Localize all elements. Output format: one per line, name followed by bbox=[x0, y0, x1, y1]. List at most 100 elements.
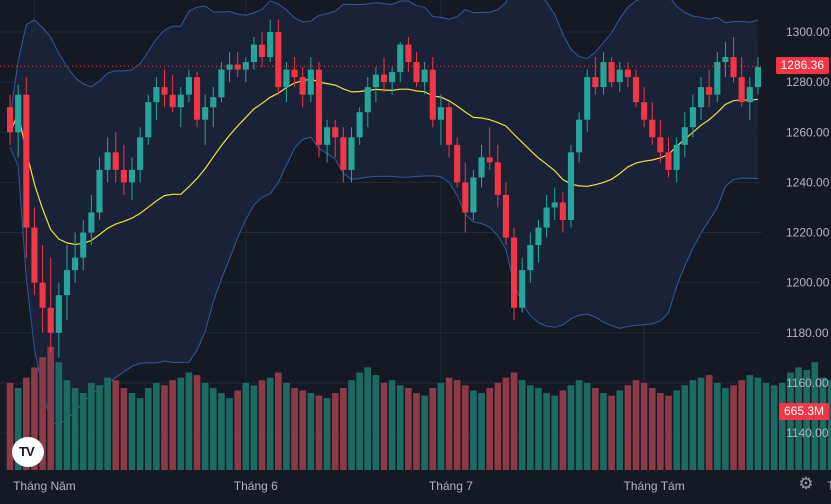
candle-body bbox=[332, 127, 339, 138]
volume-bar bbox=[510, 372, 518, 470]
volume-bar bbox=[161, 385, 168, 470]
candle-body bbox=[445, 107, 453, 145]
volume-bar bbox=[746, 375, 754, 470]
candle-body bbox=[39, 282, 46, 308]
price-tick-label: 1280.00 bbox=[786, 75, 830, 89]
volume-bar bbox=[657, 393, 664, 470]
volume-bar bbox=[340, 387, 347, 470]
volume-bar bbox=[608, 395, 615, 470]
candle-body bbox=[242, 62, 249, 70]
candle-body bbox=[128, 169, 136, 183]
volume-bar bbox=[697, 377, 705, 470]
price-tick-label: 1200.00 bbox=[786, 276, 830, 290]
volume-bar bbox=[583, 382, 591, 470]
volume-bar bbox=[291, 387, 298, 470]
candle-body bbox=[259, 44, 266, 58]
volume-bar bbox=[681, 385, 689, 470]
candle-body bbox=[494, 162, 501, 195]
volume-bar bbox=[453, 380, 461, 470]
volume-bar bbox=[738, 380, 745, 470]
volume-bar bbox=[437, 382, 445, 470]
candle-body bbox=[681, 127, 688, 145]
volume-bar bbox=[226, 398, 233, 470]
candle-body bbox=[665, 152, 672, 170]
price-tick-label: 1160.00 bbox=[786, 376, 829, 390]
volume-bar bbox=[478, 393, 485, 470]
volume-bar bbox=[55, 362, 63, 470]
volume-bar bbox=[356, 372, 363, 470]
volume-bar bbox=[624, 385, 632, 470]
volume-bar bbox=[104, 377, 111, 470]
volume-bar bbox=[461, 385, 469, 470]
candle-body bbox=[478, 157, 485, 178]
candle-body bbox=[486, 157, 493, 163]
volume-bar bbox=[258, 380, 266, 470]
settings-gear-icon[interactable]: ⚙ bbox=[798, 474, 814, 493]
volume-bar bbox=[128, 393, 136, 470]
volume-bar bbox=[47, 346, 55, 470]
candle-body bbox=[535, 227, 542, 246]
price-tick-label: 1180.00 bbox=[786, 326, 829, 340]
candle-body bbox=[63, 270, 71, 296]
volume-bar bbox=[307, 393, 315, 470]
volume-bar bbox=[96, 385, 103, 470]
volume-bar bbox=[502, 377, 510, 470]
candle-body bbox=[706, 87, 713, 95]
volume-bar bbox=[23, 377, 30, 470]
volume-bar bbox=[567, 385, 575, 470]
candle-body bbox=[47, 307, 54, 333]
volume-bar bbox=[673, 390, 680, 470]
volume-bar bbox=[405, 387, 412, 470]
candle-body bbox=[31, 227, 38, 283]
price-tick-label: 1300.00 bbox=[786, 25, 830, 39]
candle-body bbox=[356, 112, 363, 138]
candle-body bbox=[397, 44, 404, 73]
volume-bar bbox=[470, 390, 477, 470]
volume-bar bbox=[120, 387, 128, 470]
volume-bar bbox=[88, 382, 95, 470]
last-price-label: 1286.36 bbox=[775, 57, 829, 74]
volume-bar bbox=[689, 380, 697, 470]
candle-body bbox=[153, 87, 160, 103]
volume-bar bbox=[754, 377, 762, 470]
volume-bar bbox=[640, 382, 648, 470]
time-tick-label: Tháng Năm bbox=[13, 479, 76, 493]
candle-body bbox=[470, 177, 477, 213]
volume-bar bbox=[445, 377, 453, 470]
tradingview-logo-icon[interactable]: TV bbox=[12, 437, 44, 467]
time-tick-label: Tháng 6 bbox=[234, 479, 278, 493]
candle-body bbox=[169, 94, 176, 108]
candle-body bbox=[348, 137, 355, 170]
volume-bar bbox=[429, 387, 437, 470]
candle-body bbox=[429, 69, 436, 120]
candle-body bbox=[104, 152, 111, 170]
volume-bar bbox=[421, 395, 428, 470]
volume-bar bbox=[299, 390, 307, 470]
candle-body bbox=[267, 32, 274, 58]
volume-bar bbox=[209, 387, 217, 470]
volume-bar bbox=[169, 380, 176, 470]
candle-body bbox=[714, 62, 721, 95]
volume-bar bbox=[527, 385, 534, 470]
candle-body bbox=[324, 127, 331, 145]
candle-body bbox=[218, 69, 225, 98]
candle-body bbox=[738, 77, 745, 103]
volume-bar bbox=[380, 382, 388, 470]
volume-bar bbox=[112, 380, 120, 470]
volume-bar bbox=[323, 398, 331, 470]
volume-bar bbox=[218, 393, 225, 470]
candle-body bbox=[632, 77, 640, 103]
candle-body bbox=[462, 182, 469, 213]
volume-bar bbox=[413, 393, 420, 470]
candle-body bbox=[55, 295, 62, 333]
candle-body bbox=[80, 232, 87, 258]
candle-body bbox=[315, 69, 323, 145]
volume-bar bbox=[234, 390, 241, 470]
candle-body bbox=[96, 169, 103, 213]
candle-body bbox=[250, 44, 257, 63]
volume-bar bbox=[730, 385, 737, 470]
candle-body bbox=[112, 152, 119, 170]
candle-body bbox=[161, 87, 168, 95]
